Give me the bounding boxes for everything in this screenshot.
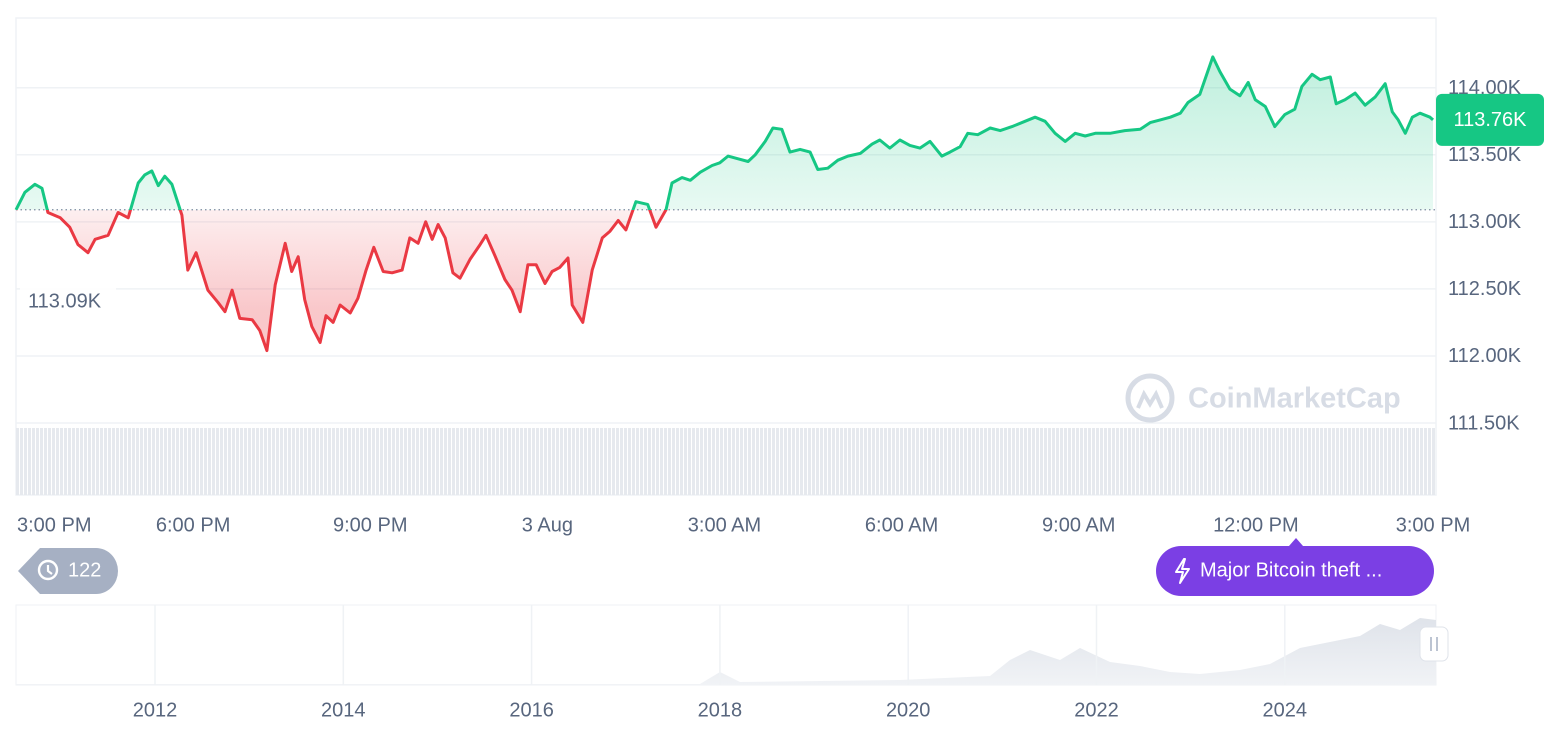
watermark-logo-mark (1136, 389, 1164, 409)
y-tick-label: 113.50K (1448, 144, 1522, 166)
y-tick-label: 112.50K (1448, 278, 1522, 300)
labels: 114.00K 113.50K 113.00K 112.50K 112.00K 111.5… (17, 77, 1544, 536)
navigator-area (16, 618, 1436, 685)
event-text: Major Bitcoin theft ... (1200, 559, 1382, 581)
watermark-text: CoinMarketCap (1188, 383, 1401, 415)
x-tick-label: 6:00 PM (156, 514, 230, 536)
x-tick-label: 9:00 AM (1042, 514, 1115, 536)
event-badge-bg[interactable] (1156, 546, 1434, 596)
x-tick-label: 3:00 PM (1396, 514, 1470, 536)
x-tick-label: 6:00 AM (865, 514, 938, 536)
navigator-year-label: 2022 (1074, 699, 1119, 721)
current-price-badge (1436, 93, 1544, 146)
x-tick-label: 3:00 PM (17, 514, 91, 536)
baseline-label: 113.09K (28, 290, 102, 312)
volume-bars (16, 428, 1436, 495)
x-tick-label: 9:00 PM (333, 514, 407, 536)
history-badge[interactable]: 122 (18, 548, 118, 594)
x-tick-label: 3:00 AM (688, 514, 761, 536)
y-tick-label: 113.00K (1448, 211, 1522, 233)
x-tick-label: 3 Aug (522, 514, 573, 536)
history-count: 122 (68, 559, 101, 581)
y-tick-label: 114.00K (1448, 77, 1522, 99)
history-badge-bg[interactable] (18, 548, 118, 594)
navigator-year-label: 2014 (321, 699, 366, 721)
price-area (16, 56, 1433, 351)
watermark: CoinMarketCap (1125, 373, 1401, 423)
navigator-year-label: 2012 (133, 699, 178, 721)
watermark-logo (1125, 373, 1175, 423)
history-icon (37, 559, 59, 581)
navigator-handle-grip (1430, 637, 1438, 651)
y-tick-label: 111.50K (1448, 412, 1520, 434)
plot (14, 55, 1436, 353)
navigator-year-label: 2024 (1263, 699, 1308, 721)
navigator-year-label: 2016 (509, 699, 554, 721)
navigator-handle[interactable] (1419, 626, 1449, 662)
navigator: 2012 2014 2016 2018 2020 2022 2024 (15, 604, 1449, 721)
baseline-label-bg (20, 286, 116, 318)
event-badge[interactable]: Major Bitcoin theft ... (1156, 538, 1434, 596)
price-line (14, 55, 1435, 353)
event-pointer (1289, 538, 1303, 546)
navigator-year-label: 2020 (886, 699, 931, 721)
x-tick-label: 12:00 PM (1213, 514, 1299, 536)
history-icon-hands (46, 565, 53, 575)
y-tick-label: 112.00K (1448, 345, 1522, 367)
navigator-year-label: 2018 (698, 699, 743, 721)
event-icon (1175, 558, 1190, 584)
current-price-label: 113.76K (1453, 109, 1527, 131)
